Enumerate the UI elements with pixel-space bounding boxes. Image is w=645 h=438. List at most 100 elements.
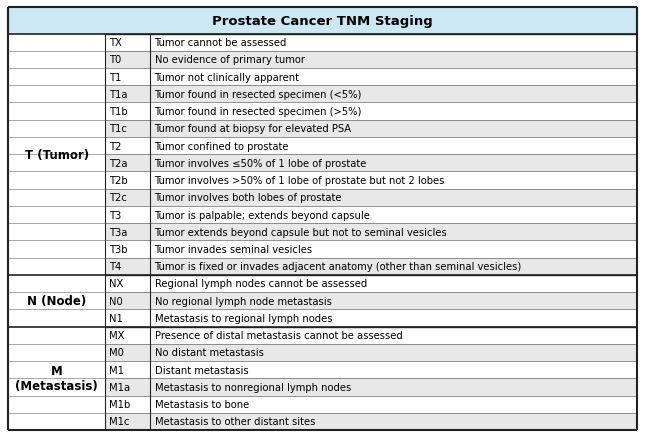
Bar [8, 52, 106, 69]
Bar [106, 224, 150, 241]
Bar [8, 327, 106, 344]
Text: T3a: T3a [110, 227, 128, 237]
Bar [150, 327, 637, 344]
Text: T3b: T3b [110, 244, 128, 254]
Text: No evidence of primary tumor: No evidence of primary tumor [155, 55, 304, 65]
Text: Regional lymph nodes cannot be assessed: Regional lymph nodes cannot be assessed [155, 279, 367, 289]
Bar [8, 241, 106, 258]
Bar [8, 344, 106, 361]
Text: T3: T3 [110, 210, 122, 220]
Bar [150, 86, 637, 103]
Bar [8, 361, 106, 378]
Bar [8, 138, 106, 155]
Bar [106, 120, 150, 138]
Bar [106, 52, 150, 69]
Bar [8, 378, 106, 396]
Text: N (Node): N (Node) [27, 294, 86, 307]
Text: TX: TX [110, 38, 123, 48]
Bar [150, 378, 637, 396]
Bar [150, 413, 637, 430]
Bar [106, 293, 150, 310]
Bar [150, 189, 637, 206]
Bar [8, 155, 106, 172]
Bar [106, 35, 150, 52]
Text: T2c: T2c [110, 193, 127, 203]
Bar [8, 275, 106, 293]
Bar [106, 189, 150, 206]
Text: No distant metastasis: No distant metastasis [155, 348, 263, 357]
Bar [106, 378, 150, 396]
Bar [106, 327, 150, 344]
Bar [8, 206, 106, 224]
Bar [106, 241, 150, 258]
Text: T1: T1 [110, 72, 122, 82]
Text: Tumor found in resected specimen (>5%): Tumor found in resected specimen (>5%) [155, 107, 362, 117]
Bar [8, 189, 106, 206]
Bar [8, 396, 106, 413]
Bar [106, 206, 150, 224]
Text: T2b: T2b [110, 176, 128, 186]
Bar [150, 344, 637, 361]
Text: M1c: M1c [110, 417, 130, 427]
Text: T4: T4 [110, 261, 122, 272]
Text: Distant metastasis: Distant metastasis [155, 365, 248, 375]
Bar [150, 138, 637, 155]
Bar [8, 293, 106, 310]
Text: M0: M0 [110, 348, 124, 357]
Text: T1c: T1c [110, 124, 127, 134]
Text: Tumor is fixed or invades adjacent anatomy (other than seminal vesicles): Tumor is fixed or invades adjacent anato… [155, 261, 522, 272]
Bar [106, 86, 150, 103]
Bar [150, 52, 637, 69]
Bar [106, 155, 150, 172]
Bar [150, 361, 637, 378]
Text: N1: N1 [110, 313, 123, 323]
Bar [150, 103, 637, 120]
Bar [8, 103, 106, 120]
Text: Metastasis to nonregional lymph nodes: Metastasis to nonregional lymph nodes [155, 382, 351, 392]
Text: M
(Metastasis): M (Metastasis) [15, 364, 98, 392]
Bar [150, 310, 637, 327]
Text: NX: NX [110, 279, 124, 289]
Bar [150, 241, 637, 258]
Text: Tumor found at biopsy for elevated PSA: Tumor found at biopsy for elevated PSA [155, 124, 352, 134]
Text: M1b: M1b [110, 399, 131, 409]
Bar [8, 224, 106, 241]
Bar [150, 224, 637, 241]
Text: T (Tumor): T (Tumor) [25, 148, 89, 161]
Text: Presence of distal metastasis cannot be assessed: Presence of distal metastasis cannot be … [155, 330, 402, 340]
Text: Tumor cannot be assessed: Tumor cannot be assessed [155, 38, 287, 48]
Bar [8, 69, 106, 86]
Bar [150, 69, 637, 86]
Bar [8, 310, 106, 327]
Bar [106, 103, 150, 120]
Bar [106, 69, 150, 86]
Text: Prostate Cancer TNM Staging: Prostate Cancer TNM Staging [212, 15, 433, 28]
Text: Tumor confined to prostate: Tumor confined to prostate [155, 141, 289, 151]
Text: T2a: T2a [110, 159, 128, 168]
Text: T2: T2 [110, 141, 122, 151]
Bar [8, 8, 637, 35]
Bar [106, 310, 150, 327]
Bar [106, 344, 150, 361]
Bar [106, 172, 150, 189]
Text: Metastasis to other distant sites: Metastasis to other distant sites [155, 417, 315, 427]
Text: T1b: T1b [110, 107, 128, 117]
Bar [150, 206, 637, 224]
Bar [106, 138, 150, 155]
Bar [106, 396, 150, 413]
Bar [106, 361, 150, 378]
Text: Metastasis to regional lymph nodes: Metastasis to regional lymph nodes [155, 313, 332, 323]
Text: N0: N0 [110, 296, 123, 306]
Text: Tumor not clinically apparent: Tumor not clinically apparent [155, 72, 299, 82]
Text: M1: M1 [110, 365, 124, 375]
Bar [150, 35, 637, 52]
Text: M1a: M1a [110, 382, 131, 392]
Text: Metastasis to bone: Metastasis to bone [155, 399, 249, 409]
Text: Tumor involves both lobes of prostate: Tumor involves both lobes of prostate [155, 193, 342, 203]
Bar [150, 155, 637, 172]
Text: Tumor extends beyond capsule but not to seminal vesicles: Tumor extends beyond capsule but not to … [155, 227, 447, 237]
Bar [8, 86, 106, 103]
Text: Tumor involves >50% of 1 lobe of prostate but not 2 lobes: Tumor involves >50% of 1 lobe of prostat… [155, 176, 445, 186]
Text: T1a: T1a [110, 90, 128, 99]
Text: Tumor found in resected specimen (<5%): Tumor found in resected specimen (<5%) [155, 90, 362, 99]
